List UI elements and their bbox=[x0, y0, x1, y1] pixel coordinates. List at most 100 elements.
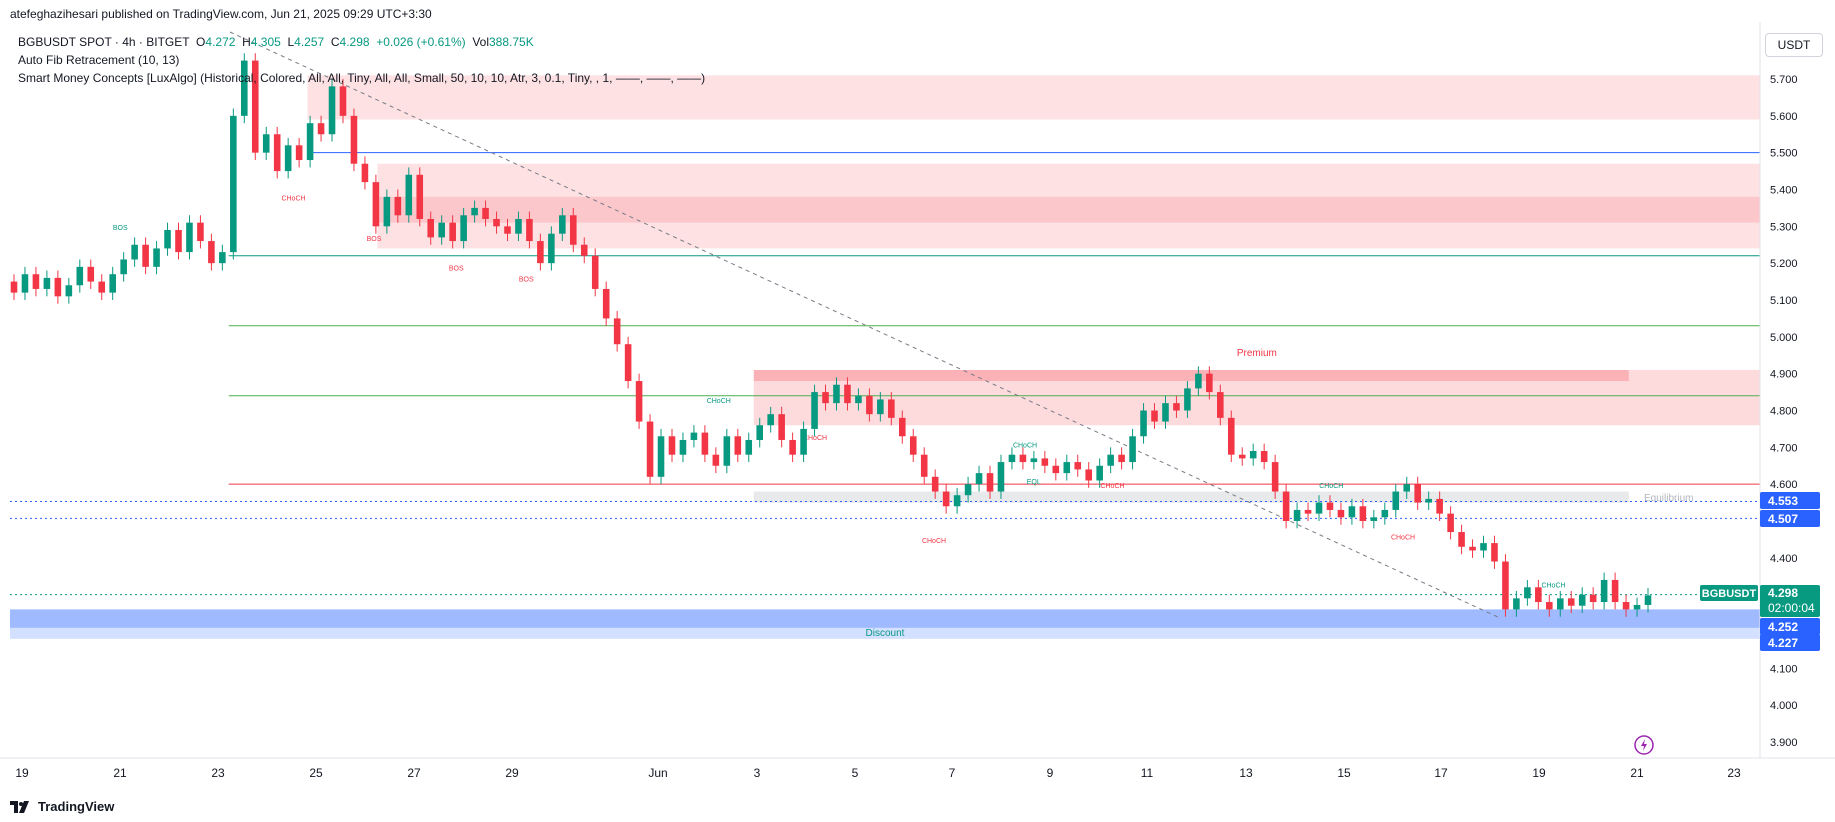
candle[interactable] bbox=[383, 189, 391, 234]
candle[interactable] bbox=[197, 215, 204, 249]
candle[interactable] bbox=[866, 388, 873, 422]
candle[interactable] bbox=[76, 259, 84, 293]
candle[interactable] bbox=[1546, 594, 1553, 617]
candle[interactable] bbox=[679, 432, 687, 463]
candle[interactable] bbox=[1524, 579, 1531, 606]
candle[interactable] bbox=[888, 392, 895, 426]
candle[interactable] bbox=[1206, 366, 1213, 400]
candle[interactable] bbox=[745, 432, 753, 463]
candle[interactable] bbox=[964, 476, 972, 503]
candle[interactable] bbox=[328, 79, 336, 142]
price-label[interactable]: 4.553 bbox=[1760, 492, 1820, 509]
candle[interactable] bbox=[1019, 447, 1027, 470]
candle[interactable] bbox=[1074, 454, 1082, 477]
candle[interactable] bbox=[131, 237, 138, 267]
candle[interactable] bbox=[1469, 539, 1476, 558]
candle[interactable] bbox=[186, 215, 193, 260]
candle[interactable] bbox=[1513, 590, 1520, 617]
candle[interactable] bbox=[580, 237, 588, 264]
candle[interactable] bbox=[350, 108, 358, 172]
candle[interactable] bbox=[1644, 588, 1652, 613]
candle[interactable] bbox=[471, 200, 478, 223]
tradingview-logo[interactable]: TradingView bbox=[10, 799, 114, 814]
candle[interactable] bbox=[1063, 454, 1071, 481]
candle[interactable] bbox=[909, 428, 917, 463]
candle[interactable] bbox=[1535, 579, 1542, 610]
candle[interactable] bbox=[1173, 395, 1180, 418]
candle[interactable] bbox=[1622, 594, 1630, 617]
candle[interactable] bbox=[1567, 590, 1575, 614]
candle[interactable] bbox=[482, 200, 489, 227]
candle[interactable] bbox=[1260, 443, 1268, 470]
candle[interactable] bbox=[460, 207, 467, 249]
candle[interactable] bbox=[526, 211, 533, 249]
candle[interactable] bbox=[844, 377, 851, 411]
candle[interactable] bbox=[1184, 381, 1191, 418]
candle[interactable] bbox=[811, 384, 818, 437]
candle[interactable] bbox=[986, 465, 994, 499]
candle[interactable] bbox=[164, 222, 171, 256]
candle[interactable] bbox=[515, 211, 522, 242]
candle[interactable] bbox=[1403, 476, 1411, 499]
flash-icon[interactable] bbox=[1634, 735, 1654, 755]
candle[interactable] bbox=[1195, 366, 1202, 396]
candle[interactable] bbox=[1589, 587, 1597, 610]
candle[interactable] bbox=[208, 233, 215, 271]
candle[interactable] bbox=[427, 211, 435, 245]
candle[interactable] bbox=[822, 384, 829, 411]
candle[interactable] bbox=[32, 266, 40, 297]
candle[interactable] bbox=[591, 248, 599, 297]
candle[interactable] bbox=[1217, 384, 1224, 426]
candle[interactable] bbox=[975, 465, 983, 492]
candle[interactable] bbox=[241, 53, 248, 124]
candle[interactable] bbox=[43, 270, 51, 297]
candle[interactable] bbox=[690, 425, 698, 448]
candle[interactable] bbox=[21, 266, 29, 300]
candle[interactable] bbox=[87, 259, 95, 289]
candle[interactable] bbox=[262, 126, 270, 161]
candle[interactable] bbox=[1414, 476, 1421, 510]
candle[interactable] bbox=[339, 79, 347, 124]
candle[interactable] bbox=[361, 156, 369, 190]
candle[interactable] bbox=[1436, 491, 1443, 521]
candle[interactable] bbox=[1348, 498, 1356, 525]
candle[interactable] bbox=[142, 237, 149, 275]
candle[interactable] bbox=[251, 53, 259, 161]
candle[interactable] bbox=[1151, 403, 1158, 429]
candle[interactable] bbox=[1085, 462, 1093, 488]
candle[interactable] bbox=[1052, 458, 1060, 481]
currency-selector[interactable]: USDT bbox=[1765, 33, 1823, 57]
candle[interactable] bbox=[559, 207, 566, 242]
candle[interactable] bbox=[635, 373, 643, 429]
candle[interactable] bbox=[1041, 451, 1049, 474]
candle[interactable] bbox=[997, 454, 1005, 499]
candle[interactable] bbox=[953, 487, 961, 514]
candle[interactable] bbox=[920, 447, 928, 485]
candle[interactable] bbox=[1392, 484, 1400, 518]
candle[interactable] bbox=[1008, 447, 1016, 470]
candle[interactable] bbox=[306, 115, 314, 168]
price-label[interactable]: 4.507 bbox=[1760, 510, 1820, 527]
candle[interactable] bbox=[1370, 509, 1378, 529]
candle[interactable] bbox=[898, 410, 906, 444]
candle[interactable] bbox=[1633, 597, 1641, 617]
candle[interactable] bbox=[723, 428, 731, 474]
candle[interactable] bbox=[1238, 447, 1246, 466]
candle[interactable] bbox=[1578, 587, 1586, 614]
candle[interactable] bbox=[109, 266, 116, 300]
candle[interactable] bbox=[712, 447, 720, 474]
candle[interactable] bbox=[1118, 447, 1125, 470]
trend-line[interactable] bbox=[229, 31, 1501, 619]
candle[interactable] bbox=[1556, 590, 1564, 617]
candle[interactable] bbox=[668, 428, 676, 463]
candle[interactable] bbox=[1480, 535, 1487, 558]
symbol-legend[interactable]: BGBUSDT SPOT · 4h · BITGET O4.272 H4.305… bbox=[18, 35, 534, 49]
candle[interactable] bbox=[273, 126, 281, 179]
candle[interactable] bbox=[1315, 495, 1323, 521]
candle[interactable] bbox=[778, 406, 785, 448]
candle[interactable] bbox=[98, 274, 106, 300]
candle[interactable] bbox=[877, 392, 884, 422]
candle[interactable] bbox=[65, 277, 73, 304]
candle[interactable] bbox=[657, 428, 665, 485]
